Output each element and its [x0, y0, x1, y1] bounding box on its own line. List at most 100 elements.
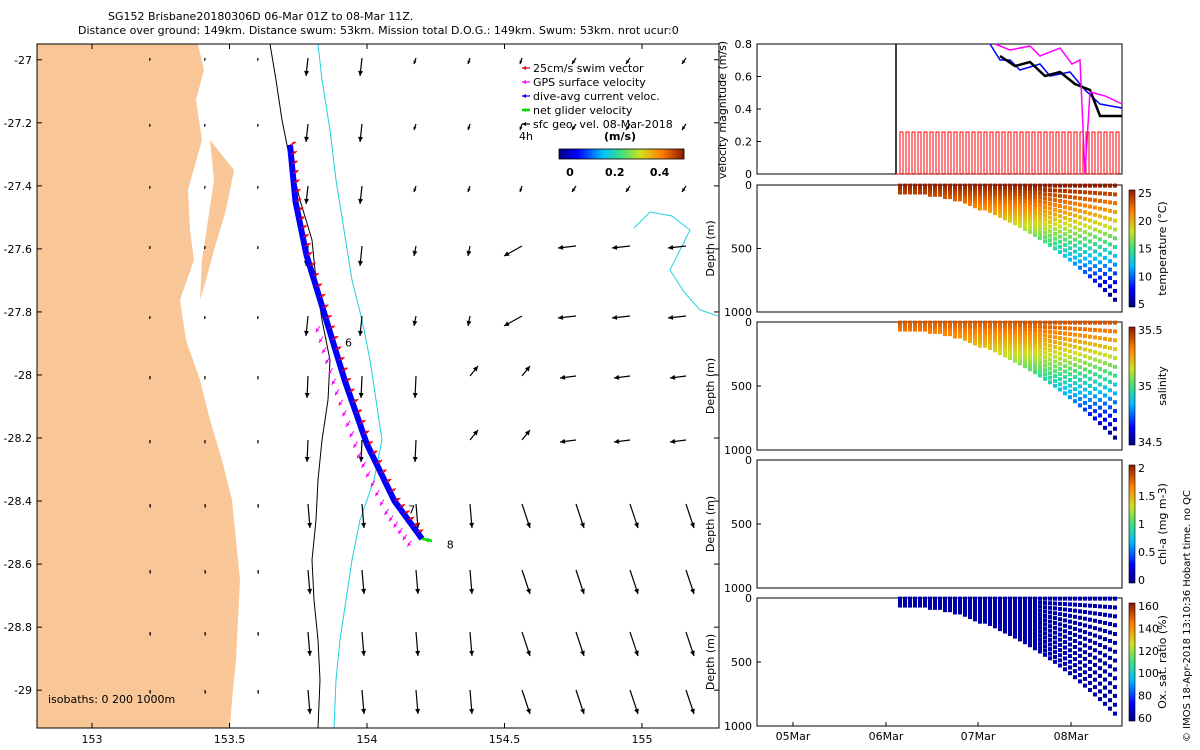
geo-vector-head: [634, 708, 639, 714]
profile-point: [1013, 620, 1017, 625]
profile-point: [1093, 183, 1097, 188]
profile-point: [993, 612, 997, 617]
colorbar-tick-label: 25: [1138, 187, 1152, 200]
profile-point: [1093, 655, 1097, 660]
profile-point: [1103, 677, 1107, 682]
profile-point: [1068, 395, 1072, 400]
profile-point: [1058, 653, 1062, 658]
profile-point: [1073, 669, 1077, 674]
gps-velocity-head: [342, 412, 346, 417]
profile-point: [1103, 620, 1107, 625]
profile-point: [1073, 387, 1077, 392]
swim-vector-head: [299, 207, 304, 211]
gps-velocity-head: [353, 443, 357, 448]
profile-point: [1093, 212, 1097, 217]
profile-point: [918, 325, 922, 330]
profile-point: [958, 603, 962, 608]
profile-point: [928, 325, 932, 330]
profile-point: [1043, 337, 1047, 342]
profile-point: [1023, 213, 1027, 218]
profile-point: [1078, 189, 1082, 194]
geo-vector-head: [526, 650, 531, 656]
profile-point: [1008, 623, 1012, 628]
profile-point: [1008, 610, 1012, 615]
profile-point: [1078, 647, 1082, 652]
swim-vector-head: [294, 160, 298, 164]
gps-speed-series: [994, 43, 1123, 175]
profile-point: [1083, 636, 1087, 641]
geo-vector-head: [204, 317, 206, 319]
profile-point: [1098, 413, 1102, 418]
profile-point: [978, 334, 982, 339]
colorbar-tick-label: 35: [1138, 380, 1152, 393]
profile-point: [1063, 391, 1067, 396]
gps-velocity-head: [335, 391, 339, 396]
profile-point: [1038, 219, 1042, 224]
profile-point: [1038, 604, 1042, 609]
profile-point: [1023, 186, 1027, 191]
profile-point: [1103, 661, 1107, 666]
profile-point: [963, 325, 967, 330]
profile-point: [973, 603, 977, 608]
swim-vector-head: [373, 450, 378, 454]
profile-point: [1103, 336, 1107, 341]
profile-point: [953, 329, 957, 334]
profile-point: [1078, 358, 1082, 363]
profile-point: [1053, 640, 1057, 645]
profile-point: [1018, 333, 1022, 338]
profile-point: [1063, 232, 1067, 237]
profile-point: [1043, 652, 1047, 657]
profile-point: [1003, 345, 1007, 350]
profile-point: [1098, 214, 1102, 219]
colorbar-tick-label: 35.5: [1138, 324, 1163, 337]
profile-point: [1083, 603, 1087, 608]
profile-point: [1018, 224, 1022, 229]
profile-point: [1088, 355, 1092, 360]
profile-point: [1003, 325, 1007, 330]
profile-point: [1033, 615, 1037, 620]
gps-velocity-head: [366, 473, 370, 478]
profile-point: [1028, 363, 1032, 368]
profile-point: [1078, 202, 1082, 207]
profile-point: [908, 320, 912, 325]
geo-vector-head: [413, 188, 417, 192]
geo-vector-head: [204, 187, 206, 189]
profile-point: [988, 336, 992, 341]
profile-point: [973, 608, 977, 613]
profile-point: [1093, 234, 1097, 239]
track-current-band: [287, 144, 425, 541]
profile-point: [1063, 602, 1067, 607]
profile-point: [953, 596, 957, 601]
profile-point: [993, 192, 997, 197]
profile-point: [998, 199, 1002, 204]
profile-point: [903, 596, 907, 601]
profile-point: [908, 596, 912, 601]
swim-vector-head: [419, 529, 424, 533]
profile-point: [1043, 213, 1047, 218]
profile-point: [1068, 613, 1072, 618]
profile-point: [1083, 380, 1087, 385]
profile-point: [898, 596, 902, 601]
profile-point: [1098, 252, 1102, 257]
depth-frame: [756, 184, 1123, 313]
profile-point: [1028, 226, 1032, 231]
profile-point: [978, 329, 982, 334]
profile-point: [943, 329, 947, 334]
profile-point: [1058, 663, 1062, 668]
profile-point: [1088, 631, 1092, 636]
profile-point: [1068, 195, 1072, 200]
swim-vector-head: [383, 469, 387, 473]
geo-vector-head: [526, 588, 531, 594]
profile-point: [1033, 217, 1037, 222]
profile-point: [908, 183, 912, 188]
profile-point: [983, 619, 987, 624]
depth-ytick-label: 500: [731, 656, 752, 669]
profile-point: [943, 320, 947, 325]
colorbar-tick-label: 2: [1138, 462, 1145, 475]
profile-point: [998, 344, 1002, 349]
profile-point: [1028, 197, 1032, 202]
profile-point: [1008, 191, 1012, 196]
profile-point: [898, 598, 902, 603]
swim-vector-head: [308, 252, 313, 256]
profile-point: [1008, 353, 1012, 358]
